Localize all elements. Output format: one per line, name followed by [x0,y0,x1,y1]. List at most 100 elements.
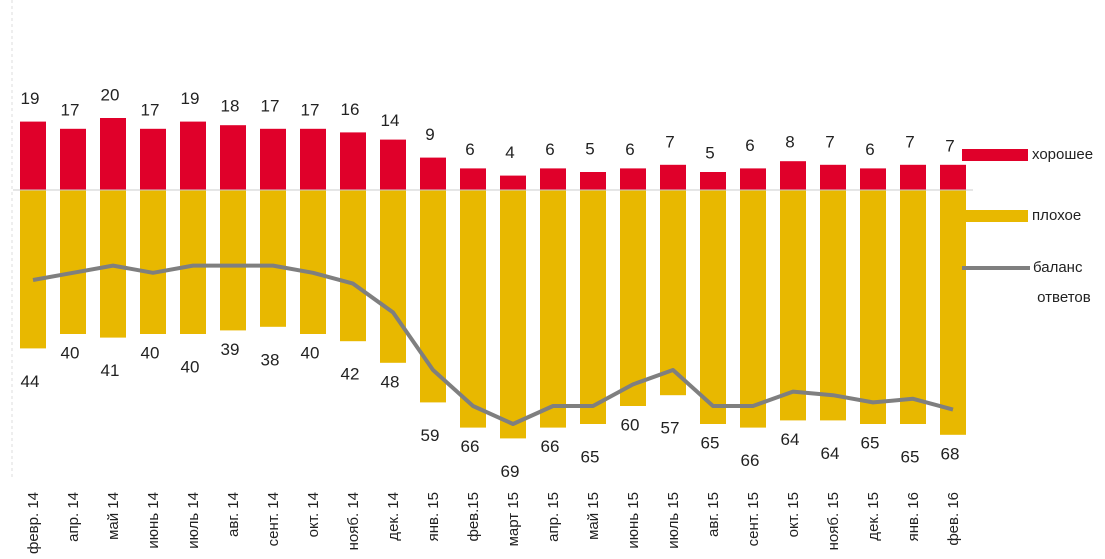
data-label: 7 [945,136,954,155]
bar [100,118,126,190]
data-label: 66 [741,451,760,470]
bar [820,164,846,190]
x-tick-label: май 15 [585,492,602,540]
bar [580,172,606,190]
x-tick-label: янв. 16 [905,492,922,541]
data-label: 4 [505,143,514,162]
legend-label: плохое [1032,207,1081,224]
bar [620,190,646,406]
data-label: 8 [785,133,794,152]
data-label: 65 [581,447,600,466]
bar [540,190,566,428]
data-label: 17 [301,100,320,119]
data-label: 16 [341,100,360,119]
data-label: 7 [665,132,674,151]
bar [180,190,206,334]
data-label: 6 [545,140,554,159]
legend-label: баланс ответов [1033,259,1091,306]
x-tick-label: авг. 14 [225,492,242,537]
data-label: 19 [181,89,200,108]
bar [780,161,806,190]
data-label: 64 [781,430,800,449]
x-tick-label: апр. 15 [545,492,562,542]
data-label: 66 [461,437,480,456]
data-label: 65 [701,433,720,452]
bar [500,190,526,439]
bar [580,190,606,424]
data-label: 17 [141,100,160,119]
line [32,263,954,426]
bar [820,190,846,421]
data-label: 6 [465,140,474,159]
data-label: 64 [821,444,840,463]
x-tick-label: нояб. 15 [825,492,842,550]
legend-swatch [962,149,1028,161]
legend-label: хорошее [1032,146,1093,163]
data-label: 17 [61,100,80,119]
x-tick-label: март 15 [505,492,522,546]
bar [460,190,486,428]
bar [940,190,966,435]
data-label: 40 [301,343,320,362]
bar [540,168,566,190]
x-tick-label: авг. 15 [705,492,722,537]
x-tick-label: окт. 15 [785,492,802,537]
data-label: 48 [381,372,400,391]
data-label: 40 [141,343,160,362]
data-label: 41 [101,361,120,380]
bar [300,190,326,334]
bar [140,190,166,334]
bar [940,164,966,190]
bar [740,168,766,190]
bar [260,128,286,190]
bar [860,168,886,190]
x-tick-label: дек. 15 [865,492,882,541]
bar [620,168,646,190]
bar [340,132,366,190]
data-label: 65 [901,447,920,466]
bar [380,190,406,363]
x-tick-label: янв. 15 [425,492,442,541]
data-label: 6 [745,136,754,155]
data-label: 66 [541,437,560,456]
data-label: 68 [941,444,960,463]
data-label: 38 [261,350,280,369]
bar [780,190,806,421]
data-label: 40 [61,343,80,362]
bar [660,164,686,190]
data-label: 6 [865,140,874,159]
data-label: 14 [381,111,400,130]
bar [260,190,286,327]
x-tick-label: дек. 14 [385,492,402,541]
bar [20,190,46,349]
bar [420,157,446,190]
data-label: 69 [501,462,520,481]
bar [500,175,526,190]
x-tick-label: фев. 16 [945,492,962,546]
data-label: 57 [661,419,680,438]
x-tick-label: окт. 14 [305,492,322,537]
bar [700,190,726,424]
bar [740,190,766,428]
data-label: 5 [585,139,594,158]
bar [460,168,486,190]
data-label: 44 [21,372,40,391]
data-label: 42 [341,365,360,384]
x-tick-label: май 14 [105,492,122,540]
bar [660,190,686,396]
bar [220,190,246,331]
bar [900,190,926,424]
bar [860,190,886,424]
bar [180,121,206,190]
data-label: 17 [261,96,280,115]
data-label: 7 [825,132,834,151]
data-label: 60 [621,415,640,434]
data-label: 40 [181,357,200,376]
x-tick-label: фев.15 [465,492,482,542]
x-tick-label: июнь 14 [145,492,162,549]
bar [900,164,926,190]
x-tick-label: июль 15 [665,492,682,549]
data-label: 59 [421,426,440,445]
bar [140,128,166,190]
